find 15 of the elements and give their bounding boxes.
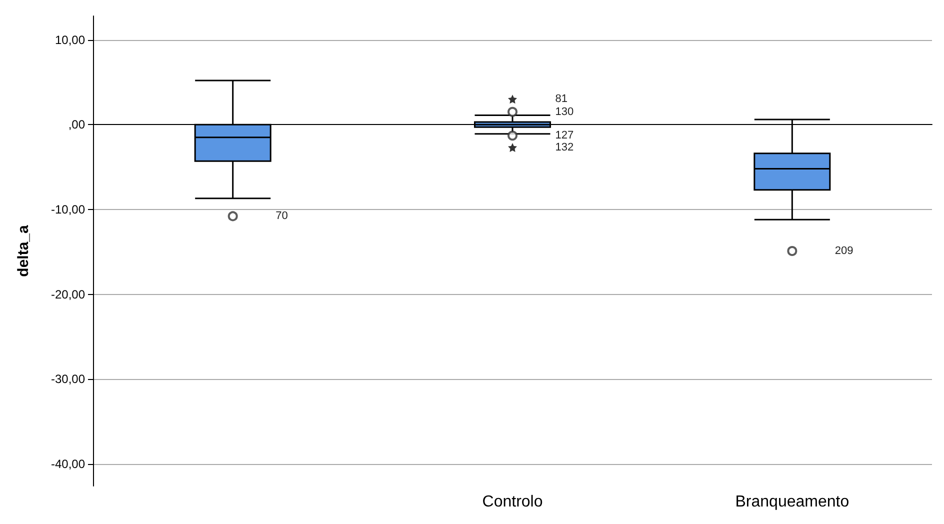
y-axis-title: delta_a <box>15 224 32 277</box>
annotation: 130 <box>555 106 574 118</box>
y-tick-label: -40,00 <box>50 456 86 471</box>
annotation: 209 <box>834 245 854 257</box>
y-tick-label: -10,00 <box>50 202 86 216</box>
x-tick-label: Controlo <box>482 494 543 510</box>
annotation: 81 <box>555 93 568 106</box>
x-tick-label: Branqueamento <box>735 494 850 510</box>
annotation: 127 <box>555 130 574 142</box>
annotation: 70 <box>276 210 288 222</box>
annotation: 132 <box>555 142 574 154</box>
y-tick-label: -20,00 <box>50 287 86 302</box>
y-tick-label: 10,00 <box>54 32 86 47</box>
y-tick-label: ,00 <box>68 118 86 132</box>
y-tick-label: -30,00 <box>50 372 86 386</box>
